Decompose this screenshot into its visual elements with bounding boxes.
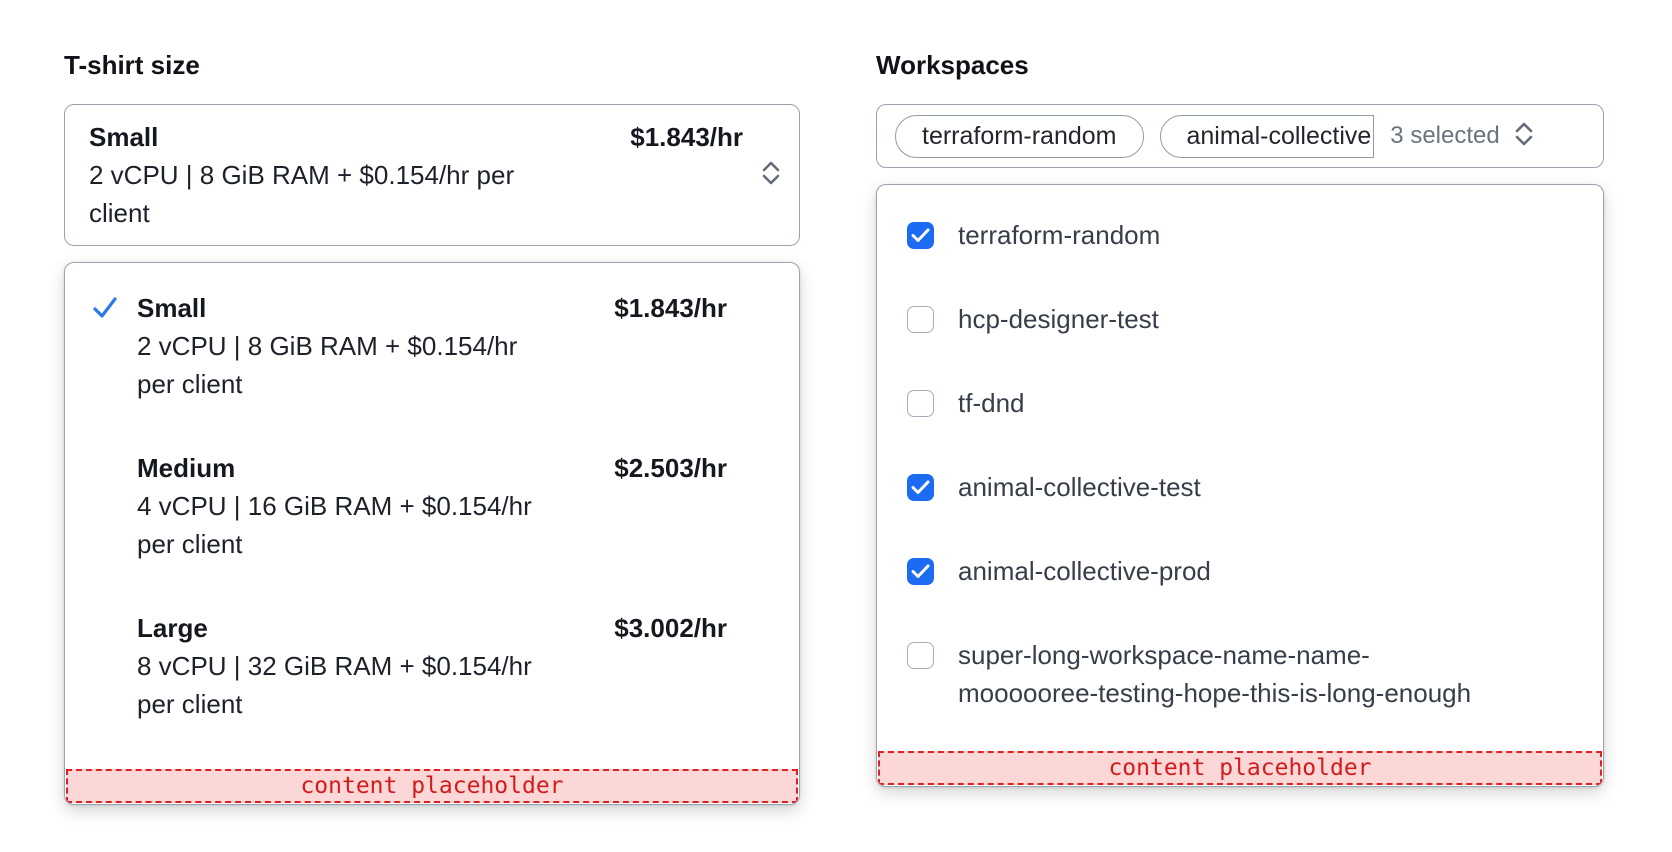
selected-option-summary: Small $1.843/hr 2 vCPU | 8 GiB RAM + $0.… xyxy=(89,118,743,232)
workspace-item-super-long-workspace[interactable]: super-long-workspace-name-name-moooooree… xyxy=(877,613,1603,735)
option-small[interactable]: Small $1.843/hr 2 vCPU | 8 GiB RAM + $0.… xyxy=(65,289,799,403)
tshirt-size-label: T-shirt size xyxy=(64,50,200,80)
checkbox[interactable] xyxy=(907,642,934,669)
workspace-name: animal-collective-test xyxy=(958,472,1201,502)
checkbox[interactable] xyxy=(907,222,934,249)
selected-option-price: $1.843/hr xyxy=(630,122,743,152)
workspace-item-tf-dnd[interactable]: tf-dnd xyxy=(877,361,1603,445)
checkbox[interactable] xyxy=(907,558,934,585)
tshirt-size-field: T-shirt size Small $1.843/hr 2 vCPU | 8 … xyxy=(64,50,800,805)
option-price: $3.002/hr xyxy=(614,613,727,643)
option-description: 4 vCPU | 16 GiB RAM + $0.154/hr per clie… xyxy=(137,491,532,559)
workspace-item-animal-collective-test[interactable]: animal-collective-test xyxy=(877,445,1603,529)
checkbox[interactable] xyxy=(907,306,934,333)
check-icon xyxy=(91,295,121,321)
content-placeholder: content placeholder xyxy=(878,751,1602,785)
option-price: $2.503/hr xyxy=(614,453,727,483)
workspace-item-animal-collective-prod[interactable]: animal-collective-prod xyxy=(877,529,1603,613)
option-medium[interactable]: Medium $2.503/hr 4 vCPU | 16 GiB RAM + $… xyxy=(65,449,799,563)
option-price: $1.843/hr xyxy=(614,293,727,323)
workspace-name: terraform-random xyxy=(958,220,1161,250)
workspaces-dropdown: terraform-random hcp-designer-test tf-dn… xyxy=(876,184,1604,787)
workspaces-multiselect-trigger[interactable]: terraform-random animal-collective 3 sel… xyxy=(876,104,1604,168)
selected-tag-pill[interactable]: terraform-random xyxy=(895,114,1144,158)
selected-option-title: Small xyxy=(89,122,159,152)
workspace-name: super-long-workspace-name-name-moooooree… xyxy=(958,640,1472,708)
option-description: 8 vCPU | 32 GiB RAM + $0.154/hr per clie… xyxy=(137,651,532,719)
chevron-up-down-icon xyxy=(1512,118,1536,155)
workspace-name: animal-collective-prod xyxy=(958,556,1211,586)
workspaces-field: Workspaces terraform-random animal-colle… xyxy=(876,50,1604,787)
checkbox[interactable] xyxy=(907,390,934,417)
workspace-item-hcp-designer-test[interactable]: hcp-designer-test xyxy=(877,277,1603,361)
option-title: Large xyxy=(137,613,208,643)
workspaces-label: Workspaces xyxy=(876,50,1029,80)
workspace-name: hcp-designer-test xyxy=(958,304,1159,334)
tshirt-size-dropdown: Small $1.843/hr 2 vCPU | 8 GiB RAM + $0.… xyxy=(64,262,800,805)
option-title: Medium xyxy=(137,453,236,483)
workspace-item-terraform-random[interactable]: terraform-random xyxy=(877,193,1603,277)
tshirt-size-select-trigger[interactable]: Small $1.843/hr 2 vCPU | 8 GiB RAM + $0.… xyxy=(64,104,800,246)
option-title: Small xyxy=(137,293,207,323)
selected-option-description: 2 vCPU | 8 GiB RAM + $0.154/hr per clien… xyxy=(89,160,515,228)
option-large[interactable]: Large $3.002/hr 8 vCPU | 32 GiB RAM + $0… xyxy=(65,609,799,723)
workspace-name: tf-dnd xyxy=(958,388,1025,418)
chevron-up-down-icon xyxy=(759,157,783,194)
selected-tag-pill-clipped[interactable]: animal-collective xyxy=(1159,114,1375,158)
content-placeholder: content placeholder xyxy=(66,769,798,803)
selected-count-text: 3 selected xyxy=(1390,122,1500,149)
checkbox[interactable] xyxy=(907,474,934,501)
option-description: 2 vCPU | 8 GiB RAM + $0.154/hr per clien… xyxy=(137,331,518,399)
